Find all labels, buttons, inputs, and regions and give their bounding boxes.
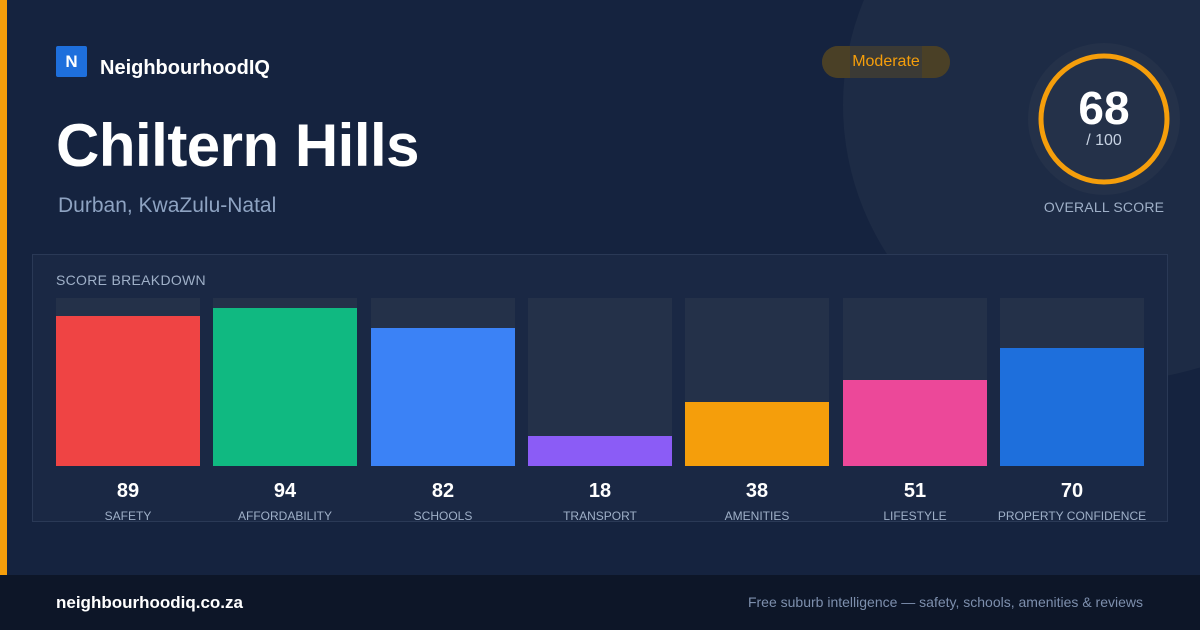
- score-bar-amenities: 38 AMENITIES: [685, 298, 829, 523]
- bar-fill: [1000, 348, 1144, 466]
- bar-track: [843, 298, 987, 466]
- bar-fill: [213, 308, 357, 466]
- bar-value: 82: [431, 480, 455, 502]
- score-bar-affordability: 94 AFFORDABILITY: [213, 298, 357, 523]
- suburb-location: Durban, KwaZulu-Natal: [58, 194, 277, 217]
- bar-value: 38: [745, 480, 769, 502]
- bar-track: [685, 298, 829, 466]
- suburb-title: Chiltern Hills: [56, 112, 420, 179]
- bar-value: 51: [903, 480, 927, 502]
- bar-value: 18: [588, 480, 612, 502]
- bar-label: TRANSPORT: [563, 509, 637, 523]
- score-bar-safety: 89 SAFETY: [56, 298, 200, 523]
- bar-label: PROPERTY CONFIDENCE: [997, 509, 1147, 523]
- bar-fill: [56, 316, 200, 466]
- bar-value: 70: [1060, 480, 1084, 502]
- bar-track: [56, 298, 200, 466]
- score-breakdown-panel: SCORE BREAKDOWN 89 SAFETY 94 AFFORDABILITY 8…: [32, 254, 1168, 523]
- bar-label: SCHOOLS: [413, 509, 473, 523]
- overall-score-max: / 100: [1086, 132, 1122, 149]
- brand-name: NeighbourhoodIQ: [100, 57, 270, 79]
- bar-track: [213, 298, 357, 466]
- score-bar-schools: 82 SCHOOLS: [371, 298, 515, 523]
- breakdown-title: SCORE BREAKDOWN: [56, 272, 206, 288]
- breakdown-bars: 89 SAFETY 94 AFFORDABILITY 82 SCHOOLS 18 TRANSP…: [56, 298, 1146, 523]
- bar-fill: [371, 328, 515, 466]
- bar-label: LIFESTYLE: [883, 509, 947, 523]
- share-card: N NeighbourhoodIQ Chiltern Hills Durban,…: [0, 0, 1180, 575]
- bar-label: AMENITIES: [724, 509, 790, 523]
- bar-value: 89: [116, 480, 140, 502]
- rating-badge-label: Moderate: [852, 53, 920, 70]
- score-bar-lifestyle: 51 LIFESTYLE: [843, 298, 987, 523]
- bar-track: [371, 298, 515, 466]
- overall-score-ring: 68 / 100: [1028, 43, 1180, 195]
- score-bar-property-confidence: 70 PROPERTY CONFIDENCE: [998, 298, 1146, 523]
- overall-score-value: 68: [1078, 82, 1130, 134]
- accent-strip: [0, 0, 7, 575]
- overall-score-label: OVERALL SCORE: [1043, 199, 1165, 215]
- footer: neighbourhoodiq.co.za Free suburb intell…: [0, 575, 1200, 630]
- bar-label: AFFORDABILITY: [237, 509, 332, 523]
- bar-value: 94: [273, 480, 297, 502]
- score-bar-transport: 18 TRANSPORT: [528, 298, 672, 523]
- footer-tagline: Free suburb intelligence — safety, schoo…: [747, 594, 1143, 610]
- brand: N NeighbourhoodIQ: [56, 45, 270, 80]
- brand-logo-icon: N: [56, 46, 87, 77]
- bar-fill: [685, 402, 829, 466]
- bar-label: SAFETY: [104, 509, 152, 523]
- bar-fill: [843, 380, 987, 466]
- bar-track: [1000, 298, 1144, 466]
- bar-fill: [528, 436, 672, 466]
- score-ring-graphic: [1028, 43, 1180, 195]
- bar-track: [528, 298, 672, 466]
- footer-domain: neighbourhoodiq.co.za: [56, 593, 243, 612]
- rating-badge: Moderate: [822, 46, 950, 78]
